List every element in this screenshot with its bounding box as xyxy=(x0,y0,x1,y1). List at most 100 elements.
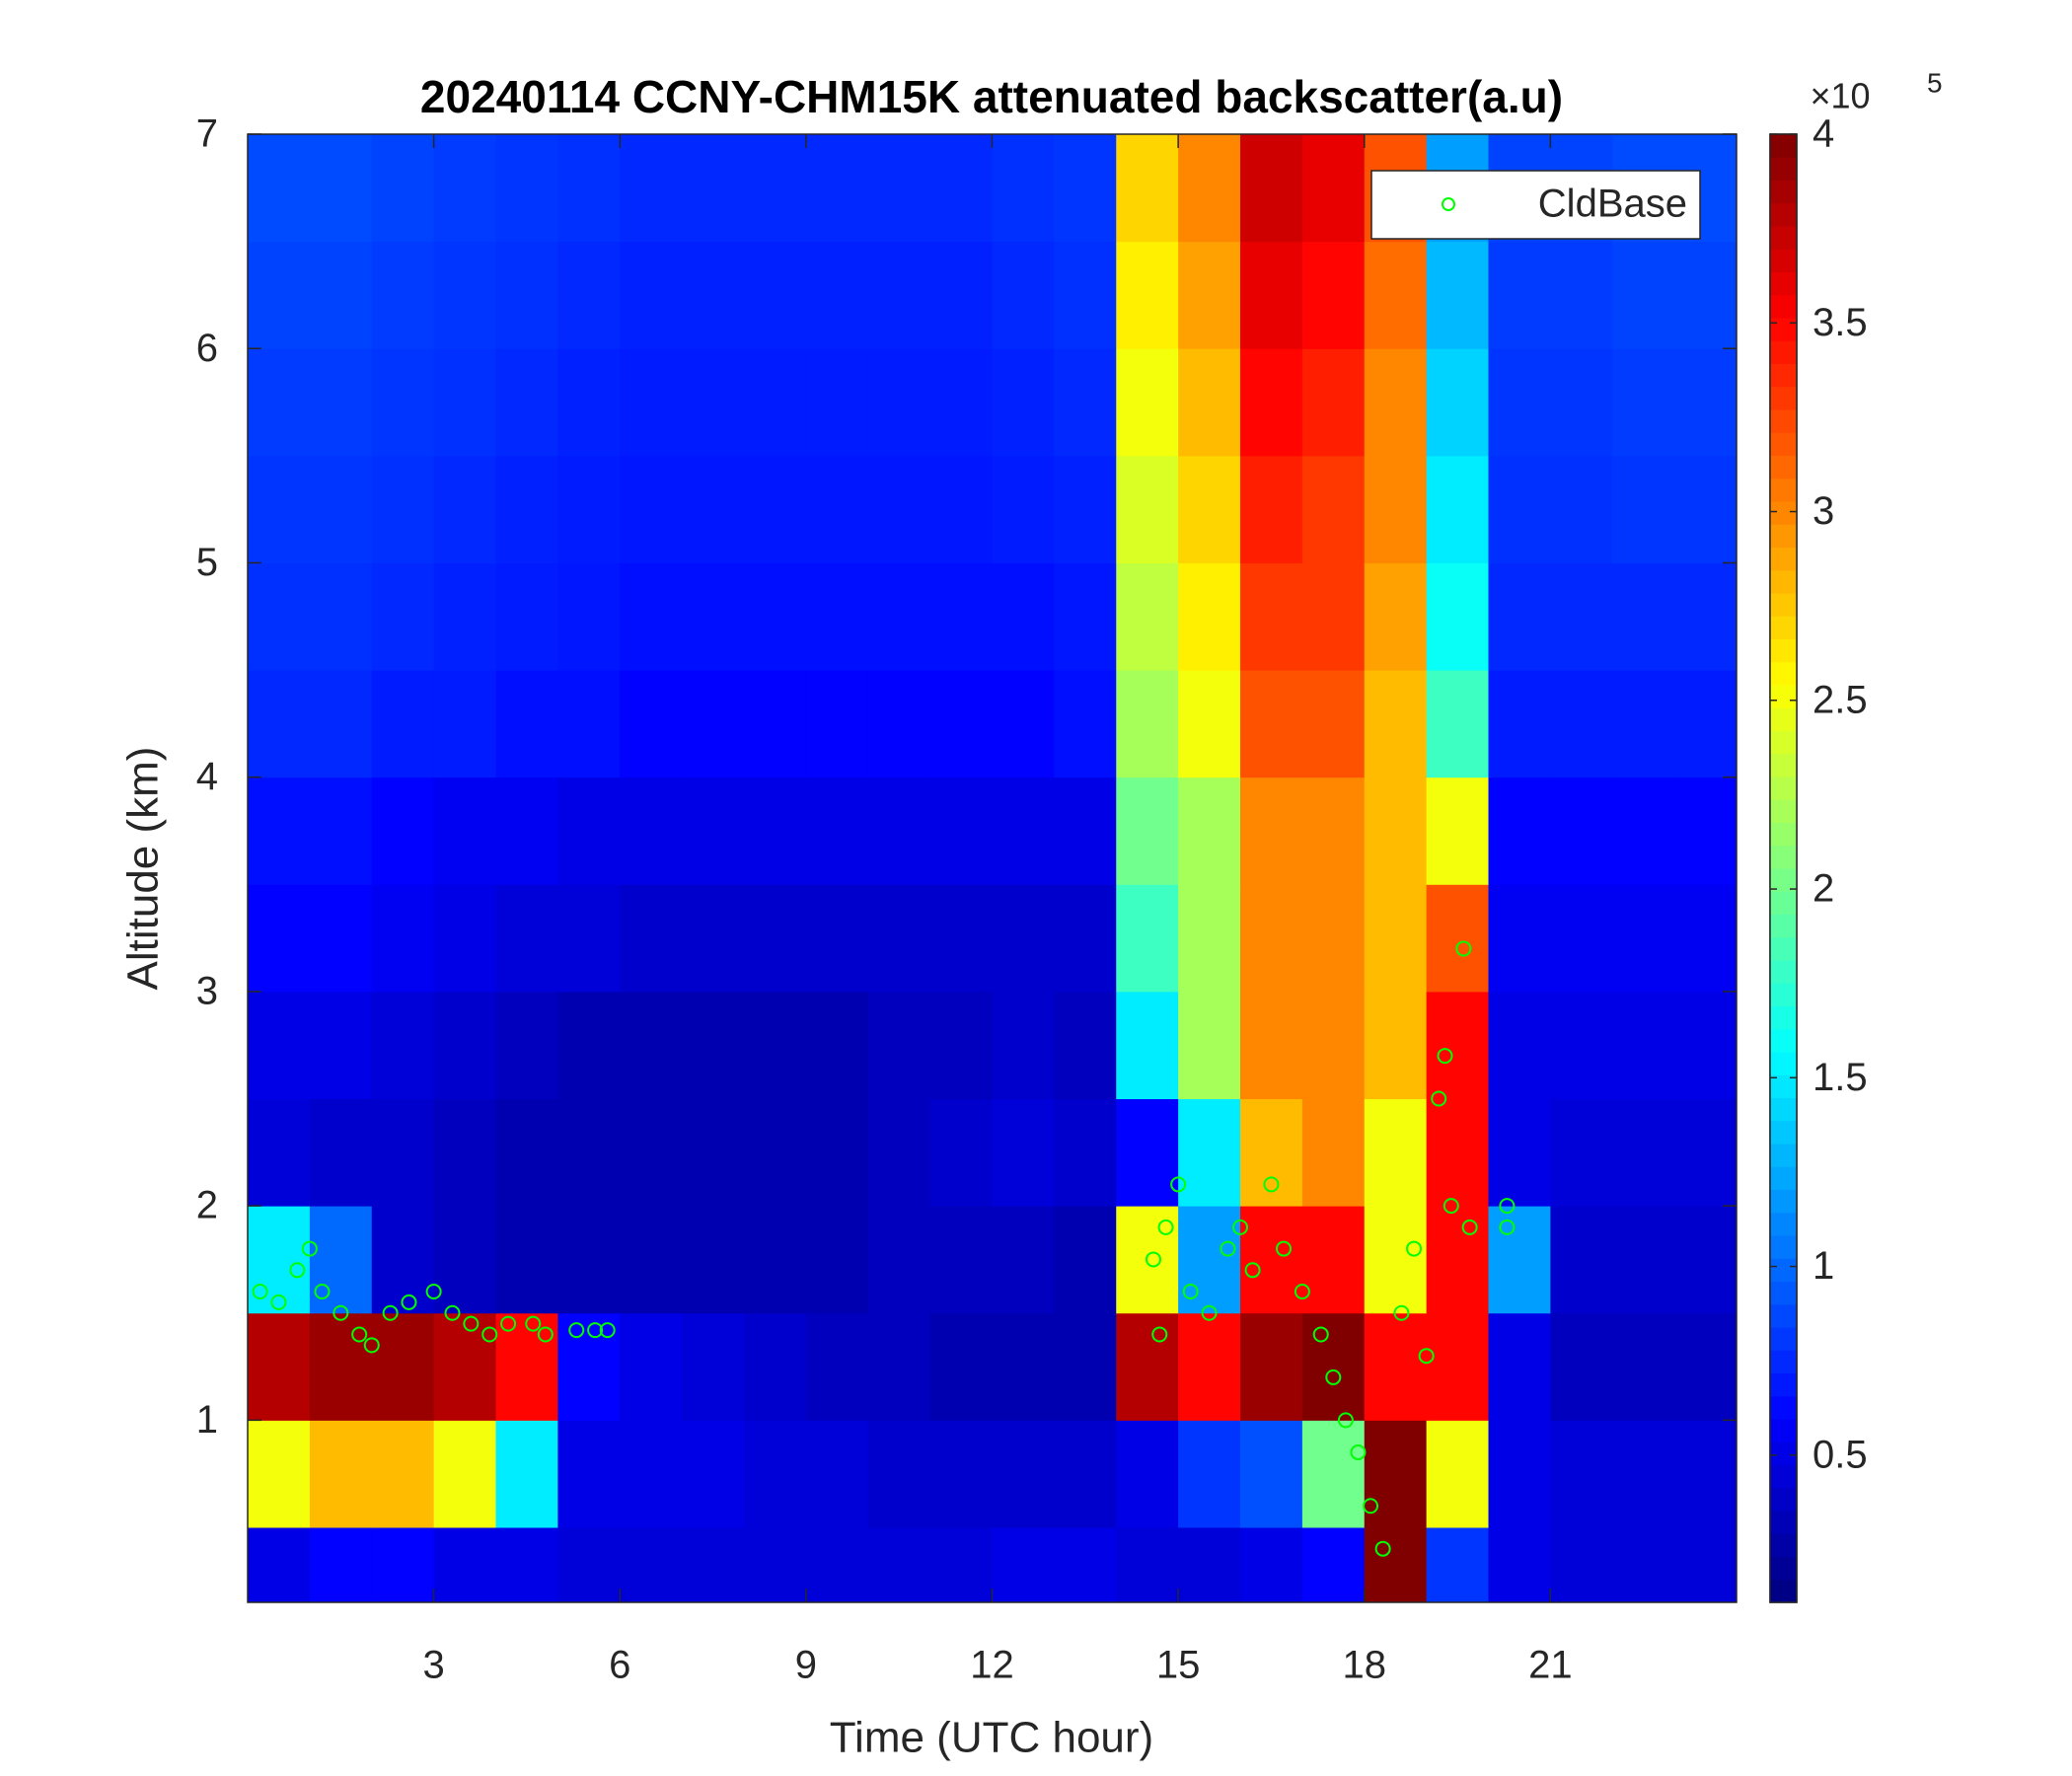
heatmap-cell xyxy=(1612,1420,1675,1528)
heatmap-cell xyxy=(433,670,496,778)
heatmap-cell xyxy=(620,670,683,778)
heatmap-cell xyxy=(744,1420,807,1528)
heatmap-cell xyxy=(992,884,1055,993)
heatmap-cell xyxy=(433,1206,496,1314)
heatmap-cell xyxy=(557,884,621,993)
colorbar-swatch xyxy=(1770,1189,1797,1214)
colorbar-swatch xyxy=(1770,822,1797,847)
heatmap-cell xyxy=(1426,562,1489,671)
heatmap-cell xyxy=(433,991,496,1100)
cloud-base-point xyxy=(1499,1219,1516,1235)
heatmap-cell xyxy=(309,134,373,243)
heatmap-cell xyxy=(805,562,869,671)
heatmap-cell xyxy=(1550,1098,1613,1207)
colorbar-swatch xyxy=(1770,1511,1797,1534)
heatmap-cell xyxy=(1612,348,1675,457)
heatmap-cell xyxy=(867,1312,931,1421)
cloud-base-point xyxy=(382,1304,399,1321)
cloud-base-point xyxy=(525,1315,542,1332)
cloud-base-point xyxy=(1201,1304,1218,1321)
cloud-base-point xyxy=(1325,1369,1342,1385)
heatmap-cell xyxy=(929,241,993,349)
heatmap-cell xyxy=(1674,670,1737,778)
colorbar-swatch xyxy=(1770,134,1797,158)
heatmap-cell xyxy=(1612,1526,1675,1602)
heatmap-cell xyxy=(929,884,993,993)
heatmap-cell xyxy=(1426,348,1489,457)
heatmap-cell xyxy=(929,1312,993,1421)
heatmap-cell xyxy=(1116,562,1179,671)
heatmap-cell xyxy=(1674,348,1737,457)
heatmap-cell xyxy=(867,991,931,1100)
cloud-base-point xyxy=(1431,1090,1447,1107)
heatmap-cell xyxy=(557,562,621,671)
colorbar-swatch xyxy=(1770,1005,1797,1030)
cloud-base-point xyxy=(1157,1219,1174,1235)
cloud-base-point xyxy=(333,1304,349,1321)
colorbar-swatch xyxy=(1770,318,1797,341)
colorbar-swatch xyxy=(1770,1281,1797,1305)
heatmap-cell xyxy=(620,455,683,563)
colorbar-swatch xyxy=(1770,386,1797,410)
heatmap-cell xyxy=(1364,1312,1428,1421)
heatmap-cell xyxy=(248,1526,311,1602)
colorbar-swatch xyxy=(1770,202,1797,227)
heatmap-cell xyxy=(309,991,373,1100)
heatmap-cell xyxy=(1054,777,1117,885)
heatmap-cell xyxy=(1364,777,1428,885)
heatmap-cell xyxy=(805,991,869,1100)
heatmap-cell xyxy=(682,348,745,457)
heatmap-cell xyxy=(495,777,558,885)
heatmap-cell xyxy=(309,884,373,993)
heatmap-cell xyxy=(1054,1206,1117,1314)
colorbar-swatch xyxy=(1770,249,1797,272)
y-tick-label: 4 xyxy=(196,755,218,798)
heatmap-cell xyxy=(1240,241,1303,349)
colorbar-swatch xyxy=(1770,1144,1797,1167)
colorbar-tick-label: 3.5 xyxy=(1813,301,1868,344)
heatmap-cell xyxy=(309,348,373,457)
heatmap-cell xyxy=(992,670,1055,778)
heatmap-cell xyxy=(1364,1098,1428,1207)
heatmap-cell xyxy=(1488,1420,1551,1528)
cloud-base-point xyxy=(1294,1284,1310,1300)
heatmap-cell xyxy=(682,670,745,778)
heatmap-cell xyxy=(1488,1312,1551,1421)
heatmap-cell xyxy=(371,241,435,349)
heatmap-cell xyxy=(1488,562,1551,671)
heatmap-cell xyxy=(867,1420,931,1528)
heatmap-cell xyxy=(1301,455,1366,563)
heatmap-cell xyxy=(682,1526,745,1602)
heatmap-cell xyxy=(744,1526,807,1602)
heatmap-cell xyxy=(1426,1206,1489,1314)
heatmap-cell xyxy=(805,241,869,349)
heatmap-cell xyxy=(1116,348,1179,457)
heatmap-cell xyxy=(1674,1420,1737,1528)
y-tick-label: 7 xyxy=(196,112,218,156)
heatmap-cell xyxy=(557,1206,621,1314)
heatmap-cell xyxy=(682,1098,745,1207)
heatmap-cell xyxy=(1612,1312,1675,1421)
heatmap-cell xyxy=(1550,241,1613,349)
heatmap-cell xyxy=(1426,1420,1489,1528)
heatmap-cell xyxy=(495,670,558,778)
heatmap-cell xyxy=(1488,777,1551,885)
heatmap-cell xyxy=(1054,241,1117,349)
heatmap-cell xyxy=(248,1312,311,1421)
heatmap-cell xyxy=(1178,455,1241,563)
colorbar-swatch xyxy=(1770,799,1797,823)
heatmap-cell xyxy=(682,777,745,885)
heatmap-cell xyxy=(1178,991,1241,1100)
colorbar-swatch xyxy=(1770,936,1797,961)
heatmap-cell xyxy=(744,777,807,885)
heatmap-cell xyxy=(1178,134,1241,243)
heatmap-cell xyxy=(1116,1420,1179,1528)
heatmap-cell xyxy=(433,562,496,671)
heatmap-cell xyxy=(1240,134,1303,243)
x-tick-label: 12 xyxy=(970,1644,1014,1687)
heatmap-cell xyxy=(1301,1312,1366,1421)
heatmap-cell xyxy=(557,1098,621,1207)
heatmap-cell xyxy=(433,884,496,993)
heatmap-cell xyxy=(557,134,621,243)
colorbar-tick-label: 2 xyxy=(1813,867,1834,911)
